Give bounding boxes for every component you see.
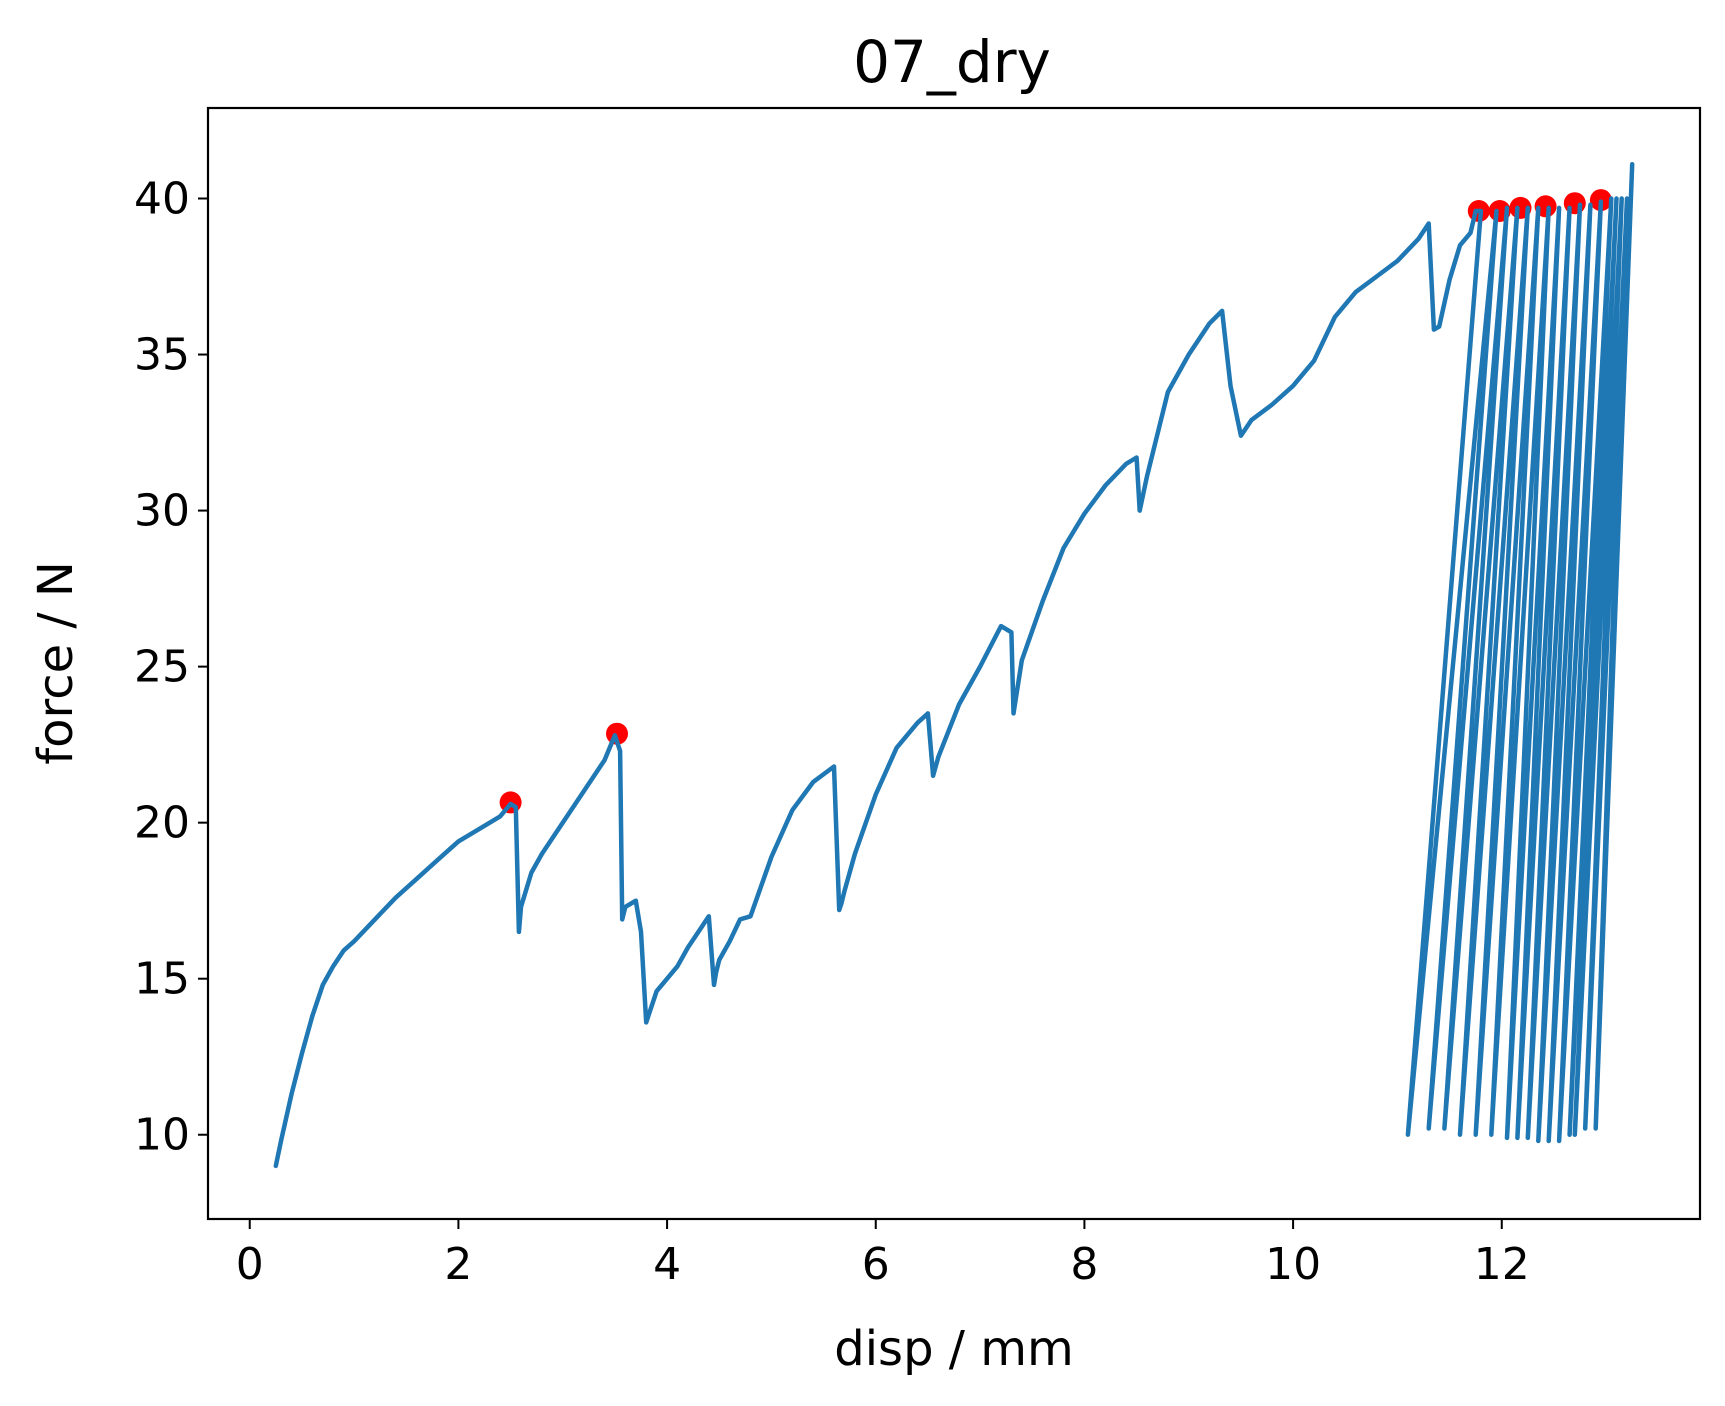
y-tick-label: 20 (134, 798, 190, 849)
x-axis: 0 2 4 6 8 10 12 (236, 1219, 1530, 1290)
y-tick-label: 25 (134, 642, 190, 693)
y-tick-label: 40 (134, 174, 190, 225)
y-tick-label: 10 (134, 1110, 190, 1161)
plot-frame (206, 106, 1702, 1221)
y-tick-label: 30 (134, 486, 190, 537)
x-tick-label: 12 (1474, 1239, 1530, 1290)
peak-marker (1563, 192, 1586, 215)
y-tick-label: 35 (134, 330, 190, 381)
x-tick-label: 0 (236, 1239, 264, 1290)
series-line (273, 161, 1635, 1169)
x-tick-label: 8 (1070, 1239, 1098, 1290)
y-tick-label: 15 (134, 954, 190, 1005)
x-tick-label: 10 (1265, 1239, 1321, 1290)
y-axis-label: force / N (28, 561, 84, 764)
x-tick-label: 4 (653, 1239, 681, 1290)
y-axis: 10 15 20 25 30 35 40 (134, 174, 208, 1161)
chart-title: 07_dry (853, 28, 1051, 96)
plot-content (273, 161, 1635, 1169)
x-tick-label: 2 (444, 1239, 472, 1290)
x-tick-label: 6 (862, 1239, 890, 1290)
x-axis-label: disp / mm (834, 1321, 1073, 1377)
